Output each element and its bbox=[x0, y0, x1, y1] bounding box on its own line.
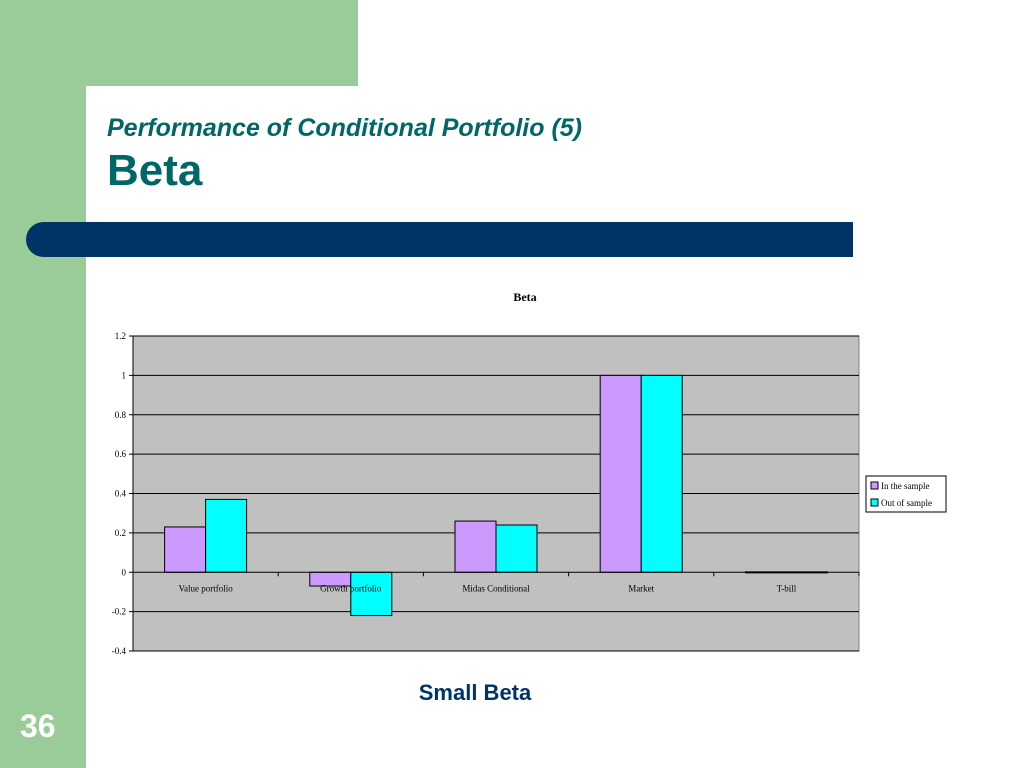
slide-subtitle: Performance of Conditional Portfolio (5) bbox=[107, 114, 583, 142]
y-tick-label: 0 bbox=[122, 567, 127, 577]
x-tick-label: Value portfolio bbox=[178, 583, 233, 593]
y-tick-label: 0.8 bbox=[115, 410, 127, 420]
header-divider-bar bbox=[26, 222, 853, 257]
bar-out-of-sample bbox=[640, 374, 683, 573]
x-tick-label: Midas Conditional bbox=[462, 583, 530, 593]
top-green-band bbox=[0, 0, 358, 86]
left-green-band bbox=[0, 0, 86, 768]
x-tick-label: T-bill bbox=[777, 583, 797, 593]
bar-out-of-sample bbox=[495, 524, 538, 573]
slide-title: Beta bbox=[107, 146, 203, 195]
y-tick-label: 0.2 bbox=[115, 528, 126, 538]
bar-in-sample bbox=[599, 374, 642, 573]
y-tick-label: 0.6 bbox=[115, 449, 127, 459]
bar-in-sample bbox=[164, 526, 207, 573]
legend-swatch bbox=[870, 498, 879, 507]
legend: In the sample Out of sample bbox=[865, 475, 947, 513]
bar-out-of-sample bbox=[205, 498, 248, 573]
legend-box bbox=[865, 475, 947, 513]
bar-out-of-sample bbox=[350, 571, 393, 617]
legend-swatch bbox=[870, 481, 879, 490]
legend-entry: Out of sample bbox=[881, 498, 932, 508]
y-tick-label: 1 bbox=[122, 370, 127, 380]
slide-number: 36 bbox=[20, 708, 56, 744]
gridlines bbox=[133, 335, 859, 652]
y-tick-label: -0.2 bbox=[112, 607, 126, 617]
y-tick-label: -0.4 bbox=[112, 646, 127, 656]
x-tick-label: Market bbox=[628, 583, 654, 593]
bar-in-sample bbox=[454, 520, 497, 573]
chart-caption: Small Beta bbox=[418, 680, 532, 705]
x-tick-label: Growth portfolio bbox=[320, 583, 382, 593]
y-tick-labels: -0.4 -0.2 0 0.2 0.4 0.6 0.8 1 1.2 bbox=[112, 331, 127, 656]
legend-entry: In the sample bbox=[881, 481, 930, 491]
chart-title: Beta bbox=[513, 290, 536, 304]
x-tick-labels: Value portfolio Growth portfolio Midas Con… bbox=[178, 583, 796, 593]
y-tick-label: 1.2 bbox=[115, 331, 126, 341]
y-tick-label: 0.4 bbox=[115, 489, 127, 499]
bars bbox=[164, 374, 828, 617]
axes bbox=[129, 335, 860, 652]
